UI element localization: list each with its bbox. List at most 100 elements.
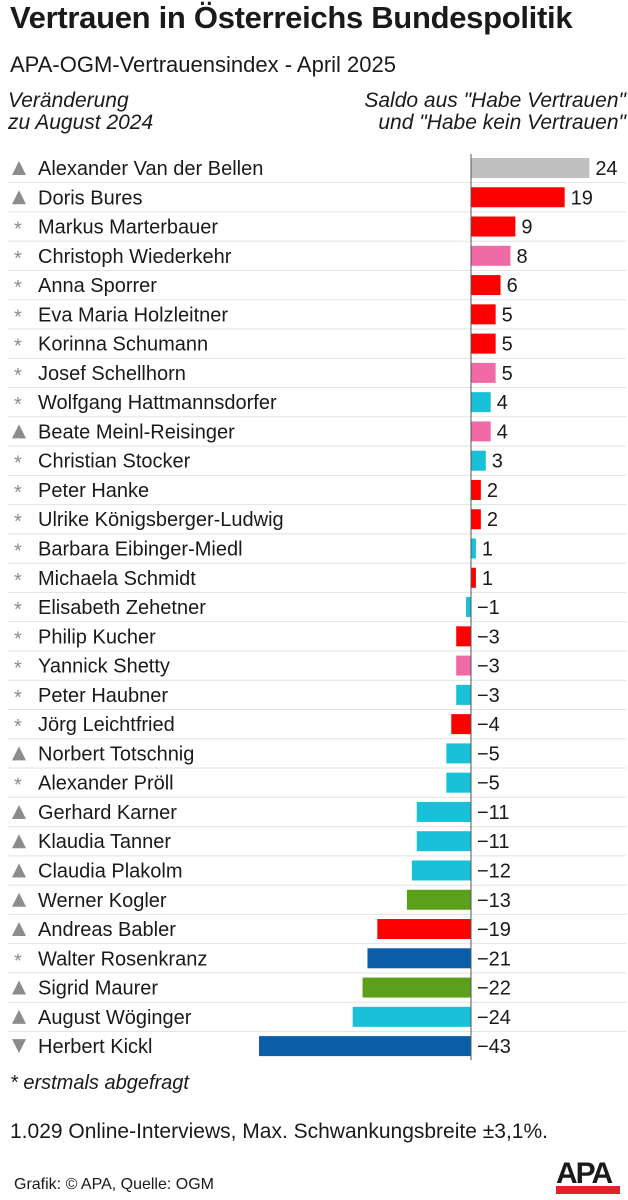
bar: [471, 187, 565, 208]
data-label: −1: [477, 597, 500, 619]
triangle-up-icon: [12, 980, 26, 995]
triangle-up-icon: [12, 922, 26, 937]
bar: [471, 479, 481, 500]
bar: [466, 597, 471, 618]
footnote: * erstmals abgefragt: [10, 1072, 189, 1094]
value-header: Saldo aus "Habe Vertrauen" und "Habe kei…: [364, 90, 626, 134]
change-header-line: Veränderung: [8, 89, 129, 112]
data-label: 8: [516, 246, 527, 268]
bar: [471, 158, 590, 178]
methodology-note: 1.029 Online-Interviews, Max. Schwankung…: [10, 1120, 548, 1143]
triangle-up-icon: [12, 746, 26, 761]
page-title: Vertrauen in Österreichs Bundespolitik: [10, 0, 573, 35]
category-label: August Wöginger: [38, 1007, 192, 1029]
category-label: Markus Marterbauer: [38, 217, 218, 239]
category-label: Eva Maria Holzleitner: [38, 304, 228, 326]
category-label: Christian Stocker: [38, 451, 191, 473]
category-label: Gerhard Karner: [38, 802, 177, 824]
credit: Grafik: © APA, Quelle: OGM: [14, 1176, 214, 1193]
data-label: 5: [502, 304, 513, 326]
category-label: Klaudia Tanner: [38, 831, 171, 853]
change-header: Veränderung zu August 2024: [8, 90, 153, 134]
new-asterisk-icon: *: [14, 277, 22, 299]
bar: [446, 743, 471, 764]
bar: [471, 275, 501, 296]
triangle-up-icon: [12, 161, 26, 175]
data-label: −4: [477, 714, 500, 736]
category-label: Norbert Totschnig: [38, 743, 194, 765]
bar: [471, 567, 476, 588]
bar: [456, 684, 471, 705]
data-label: 9: [521, 217, 532, 239]
data-label: −13: [477, 890, 511, 912]
bar: [471, 509, 481, 530]
data-label: 24: [595, 158, 617, 180]
category-label: Christoph Wiederkehr: [38, 246, 232, 268]
bar: [471, 450, 486, 471]
data-label: 19: [571, 187, 593, 209]
triangle-up-icon: [12, 804, 26, 819]
data-label: 2: [487, 509, 498, 531]
data-label: −11: [477, 831, 509, 853]
category-label: Yannick Shetty: [38, 656, 170, 678]
subtitle: APA-OGM-Vertrauensindex - April 2025: [10, 52, 396, 77]
bar: [416, 801, 471, 822]
data-label: −3: [477, 685, 500, 707]
bar: [416, 831, 471, 852]
bar: [446, 772, 471, 793]
data-label: 5: [502, 363, 513, 385]
data-label: −43: [477, 1036, 511, 1058]
bar: [411, 860, 471, 881]
data-label: 1: [482, 539, 493, 561]
bar: [471, 333, 496, 354]
bar: [471, 304, 496, 325]
bar: [451, 714, 471, 735]
category-label: Anna Sporrer: [38, 275, 157, 297]
new-asterisk-icon: *: [14, 248, 22, 270]
new-asterisk-icon: *: [14, 394, 22, 416]
value-header-line: und "Habe kein Vertrauen": [378, 111, 626, 134]
new-asterisk-icon: *: [14, 453, 22, 475]
category-label: Josef Schellhorn: [38, 363, 186, 385]
bar: [259, 1036, 471, 1057]
new-asterisk-icon: *: [14, 687, 22, 709]
data-label: −24: [477, 1007, 511, 1029]
new-asterisk-icon: *: [14, 219, 22, 241]
data-label: −12: [477, 860, 511, 882]
bar: [406, 889, 471, 910]
bar: [471, 392, 491, 413]
bar: [456, 626, 471, 647]
category-label: Elisabeth Zehetner: [38, 597, 206, 619]
apa-logo: APA: [556, 1159, 620, 1196]
category-label: Philip Kucher: [38, 626, 156, 648]
data-label: −5: [477, 743, 500, 765]
triangle-down-icon: [12, 1039, 26, 1054]
new-asterisk-icon: *: [14, 306, 22, 328]
bar: [456, 655, 471, 676]
category-label: Sigrid Maurer: [38, 978, 158, 1000]
category-label: Barbara Eibinger-Miedl: [38, 539, 243, 561]
new-asterisk-icon: *: [14, 541, 22, 563]
new-asterisk-icon: *: [14, 511, 22, 533]
triangle-up-icon: [12, 892, 26, 907]
category-label: Werner Kogler: [38, 890, 167, 912]
bar: [471, 362, 496, 383]
new-asterisk-icon: *: [14, 950, 22, 972]
category-label: Herbert Kickl: [38, 1036, 152, 1058]
triangle-up-icon: [12, 424, 26, 439]
new-asterisk-icon: *: [14, 716, 22, 738]
bar: [362, 977, 471, 998]
data-label: 4: [497, 421, 508, 443]
bar: [471, 538, 476, 559]
value-header-line: Saldo aus "Habe Vertrauen": [364, 89, 626, 112]
new-asterisk-icon: *: [14, 365, 22, 387]
data-label: 2: [487, 480, 498, 502]
new-asterisk-icon: *: [14, 658, 22, 680]
data-label: 3: [492, 451, 503, 473]
category-label: Peter Haubner: [38, 685, 168, 707]
bar: [471, 216, 516, 237]
category-label: Alexander Pröll: [38, 773, 174, 795]
data-label: −19: [477, 919, 511, 941]
